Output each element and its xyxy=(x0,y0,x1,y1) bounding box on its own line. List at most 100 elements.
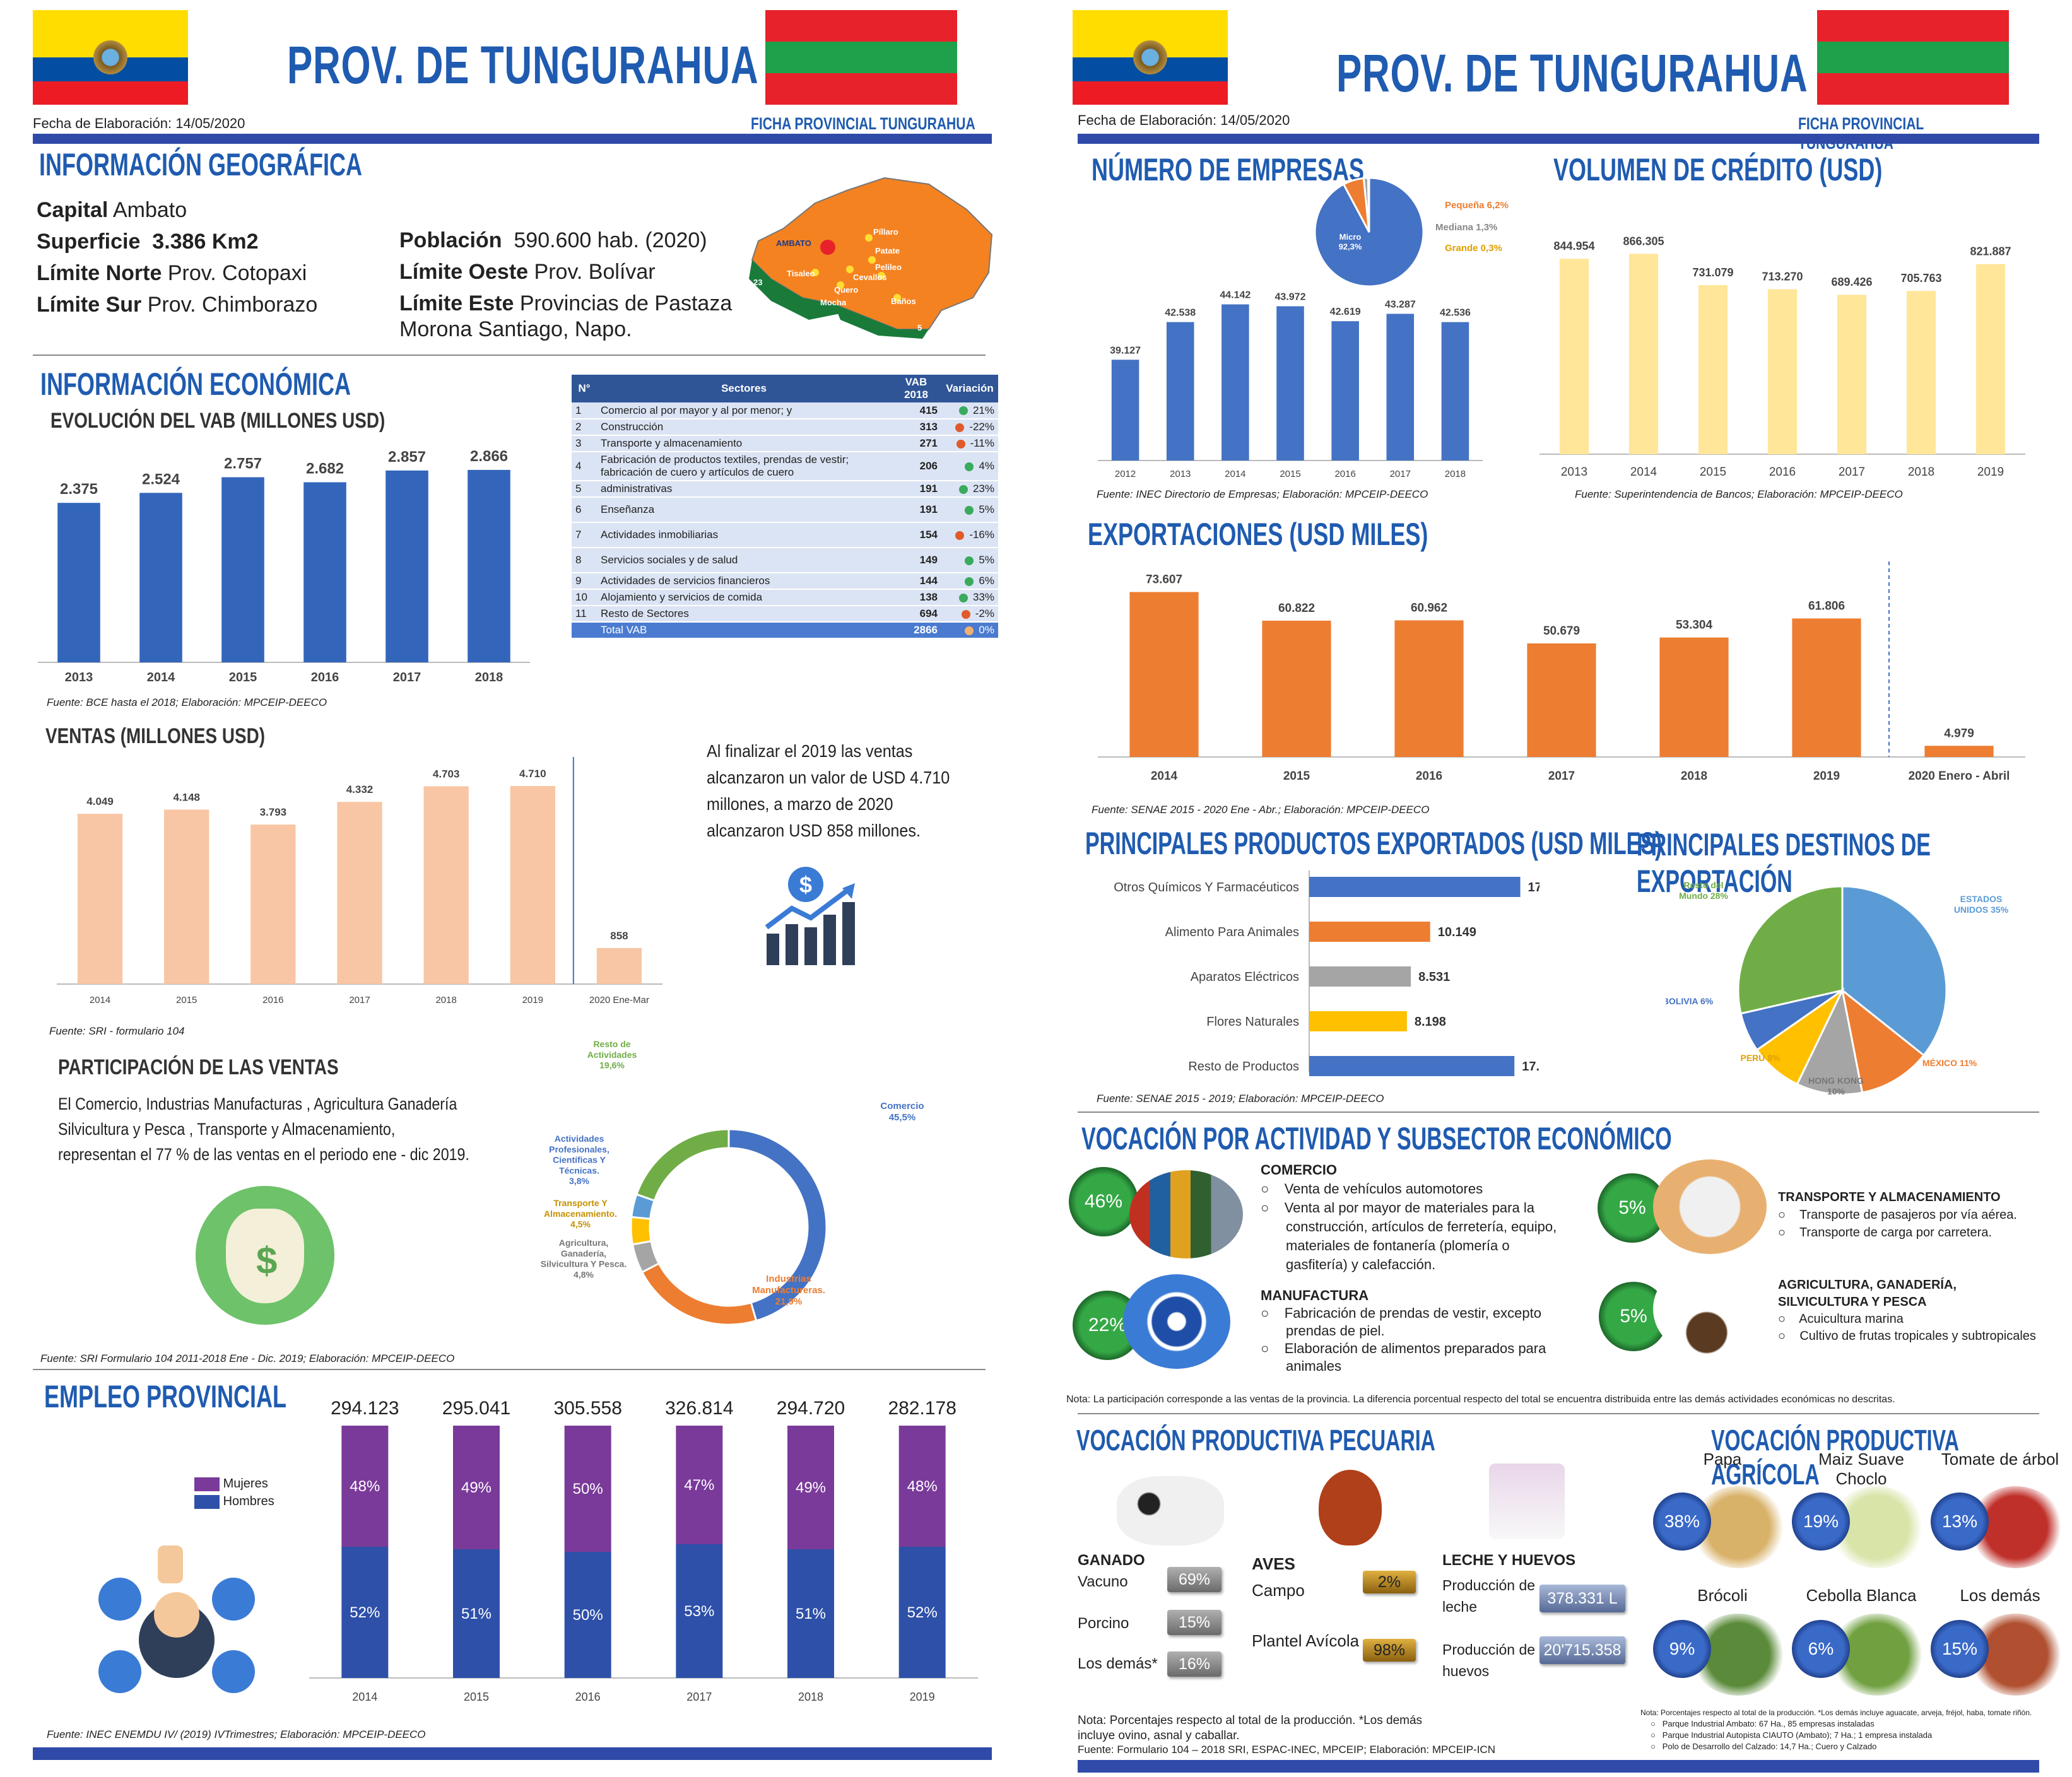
table-row: 9 Actividades de servicios financieros 144… xyxy=(572,573,998,589)
chart-bar xyxy=(1975,264,2006,454)
slice-label: Resto de Actividades 19,6% xyxy=(587,1039,637,1070)
chart-bar xyxy=(1792,618,1861,757)
data-label: 42.538 xyxy=(1165,308,1196,319)
tick-label: 2019 xyxy=(910,1691,935,1703)
chart-bar xyxy=(1331,321,1359,460)
chart-bar xyxy=(510,786,555,984)
map-label: Cevallos xyxy=(853,273,886,282)
pecuaria-heading: VOCACIÓN PRODUCTIVA PECUARIA xyxy=(1076,1424,1435,1457)
table-cell: -16% xyxy=(941,522,998,548)
data-label: 4.148 xyxy=(173,791,200,803)
chart-bar xyxy=(303,482,346,662)
table-cell: Resto de Sectores xyxy=(601,607,689,619)
page-title-right: PROV. DE TUNGURAHUA xyxy=(1336,44,1808,103)
slice-label: Micro 92,3% xyxy=(1339,232,1362,252)
table-cell: 206 xyxy=(919,460,938,472)
slice-label: MÉXICO 11% xyxy=(1922,1058,1977,1068)
table-cell: Actividades de servicios financieros xyxy=(601,575,770,587)
data-label: 51% xyxy=(461,1605,492,1622)
data-label: 49% xyxy=(796,1479,826,1496)
status-dot-icon xyxy=(958,406,968,416)
chart-bar xyxy=(1309,1056,1515,1076)
slice-label: Mediana 1,3% xyxy=(1435,222,1497,233)
tick-label: 2019 xyxy=(522,995,543,1006)
table-row: 3 Transporte y almacenamiento 271 -11% xyxy=(572,435,998,452)
pie-slice xyxy=(1737,885,1844,1015)
ventas-text: Al finalizar el 2019 las ventas alcanzar… xyxy=(707,741,950,840)
empleo-legend: Mujeres Hombres xyxy=(194,1475,274,1510)
total-label: 295.041 xyxy=(442,1398,510,1419)
table-cell: 8 xyxy=(575,554,582,566)
slice-label: BOLIVIA 6% xyxy=(1666,996,1714,1006)
chart-bar xyxy=(1698,284,1728,454)
growth-chart-icon: $ xyxy=(765,867,855,965)
chart-bar xyxy=(1309,877,1521,897)
tick-label: 2017 xyxy=(393,671,421,684)
chart-bar xyxy=(250,824,296,984)
chart-bar xyxy=(453,1549,500,1678)
status-dot-icon xyxy=(965,505,974,515)
table-cell: Alojamiento y servicios de comida xyxy=(601,591,763,603)
demas-label: Los demás* xyxy=(1078,1655,1158,1672)
data-label: 2.866 xyxy=(470,448,508,465)
crop-pct-circle: 38% xyxy=(1653,1493,1711,1551)
crop-label: Cebolla Blanca xyxy=(1806,1586,1917,1605)
tick-label: 2016 xyxy=(311,671,339,684)
ventas-source: Fuente: SRI - formulario 104 xyxy=(49,1025,185,1037)
crop-pct-circle: 15% xyxy=(1931,1620,1989,1678)
pecuaria-note: Nota: Porcentajes respecto al total de l… xyxy=(1078,1714,1423,1742)
chart-bar xyxy=(1906,291,1936,454)
tungurahua-flag-left xyxy=(765,10,957,105)
pie-slice xyxy=(1367,177,1370,233)
chicken-icon xyxy=(1319,1470,1382,1545)
voc-comercio: COMERCIO ○ Venta de vehículos automotore… xyxy=(1261,1162,1557,1272)
status-dot-icon xyxy=(955,423,965,432)
chart-bar xyxy=(337,802,382,984)
map-label: Tisaleo xyxy=(787,269,815,278)
chart-bar xyxy=(1441,322,1469,460)
tick-label: 2016 xyxy=(1334,469,1355,479)
empleo-heading: EMPLEO PROVINCIAL xyxy=(44,1379,287,1414)
table-cell: 33% xyxy=(941,589,998,606)
chart-bar xyxy=(596,947,642,984)
data-label: 60.822 xyxy=(1278,602,1315,615)
data-label: 52% xyxy=(907,1604,938,1621)
category-label: Aparatos Eléctricos xyxy=(1191,970,1299,984)
plant-icon xyxy=(1653,1262,1760,1356)
slice-label: PERÚ 8% xyxy=(1740,1052,1781,1063)
data-label: 8.198 xyxy=(1415,1015,1446,1029)
total-label: 305.558 xyxy=(553,1398,621,1419)
data-label: 43.287 xyxy=(1385,299,1416,310)
vocacion-note: Nota: La participación corresponde a las… xyxy=(1066,1394,1895,1405)
chart-bar xyxy=(787,1549,834,1678)
svg-text:$: $ xyxy=(799,872,812,898)
porcino-label: Porcino xyxy=(1078,1615,1129,1632)
pie-slice xyxy=(1841,885,1948,1057)
table-cell: 10 xyxy=(575,591,587,603)
demas-value: 16% xyxy=(1167,1651,1221,1677)
vab-source: Fuente: BCE hasta el 2018; Elaboración: … xyxy=(47,696,327,708)
tick-label: 2018 xyxy=(1908,466,1934,479)
geo-heading: INFORMACIÓN GEOGRÁFICA xyxy=(39,147,362,182)
map-label: 23 xyxy=(753,278,762,287)
elaboration-date: Fecha de Elaboración: 14/05/2020 xyxy=(1078,112,1290,128)
status-dot-icon xyxy=(965,577,974,586)
chart-bar xyxy=(564,1552,611,1678)
data-label: 47% xyxy=(684,1477,714,1494)
data-label: 17.217 xyxy=(1522,1060,1539,1074)
empleo-source: Fuente: INEC ENEMDU IV/ (2019) IVTrimest… xyxy=(47,1728,426,1740)
data-label: 39.127 xyxy=(1110,345,1141,356)
tick-label: 2016 xyxy=(575,1691,601,1703)
voc-transporte: TRANSPORTE Y ALMACENAMIENTO ○ Transporte… xyxy=(1778,1190,2017,1240)
table-row: 4 Fabricación de productos textiles, pren… xyxy=(572,452,998,481)
chart-bar xyxy=(1221,304,1249,460)
employment-icon xyxy=(98,1545,255,1693)
chart-bar xyxy=(139,493,182,662)
data-label: 53.304 xyxy=(1676,619,1713,632)
table-cell: 2866 xyxy=(914,624,938,636)
eco-heading: INFORMACIÓN ECONÓMICA xyxy=(40,367,351,402)
huevos-value: 20'715.358 xyxy=(1539,1636,1625,1664)
data-label: 2.682 xyxy=(306,460,344,477)
ganado-label: GANADO xyxy=(1078,1552,1145,1569)
chart-bar xyxy=(1559,259,1589,454)
